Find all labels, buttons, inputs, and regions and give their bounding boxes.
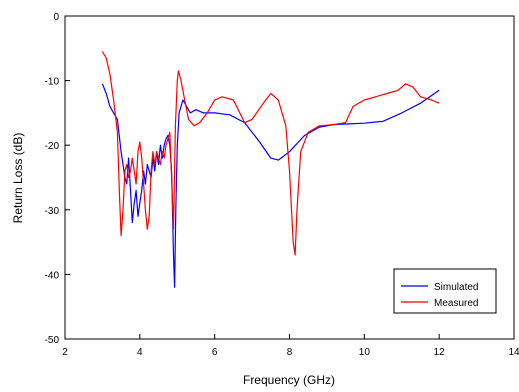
y-tick-label: -10: [45, 77, 60, 88]
x-tick-label: 12: [434, 347, 446, 358]
y-tick-label: -50: [45, 335, 60, 346]
x-tick-label: 4: [137, 347, 143, 358]
x-tick-label: 8: [287, 347, 293, 358]
y-tick-label: -40: [45, 270, 60, 281]
x-tick-label: 2: [62, 347, 68, 358]
y-tick-label: 0: [53, 12, 59, 23]
y-tick-label: -20: [45, 141, 60, 152]
series-line-simulated: [102, 84, 439, 287]
legend-label-measured: Measured: [434, 298, 478, 309]
series-line-measured: [102, 52, 439, 256]
x-tick-label: 6: [212, 347, 218, 358]
legend: Simulated Measured: [394, 269, 496, 313]
x-axis-title: Frequency (GHz): [243, 373, 335, 387]
x-tick-label: 14: [508, 347, 519, 358]
y-axis-title: Return Loss (dB): [11, 133, 25, 224]
legend-label-simulated: Simulated: [434, 282, 478, 293]
x-tick-label: 10: [359, 347, 371, 358]
y-tick-label: -30: [45, 206, 60, 217]
